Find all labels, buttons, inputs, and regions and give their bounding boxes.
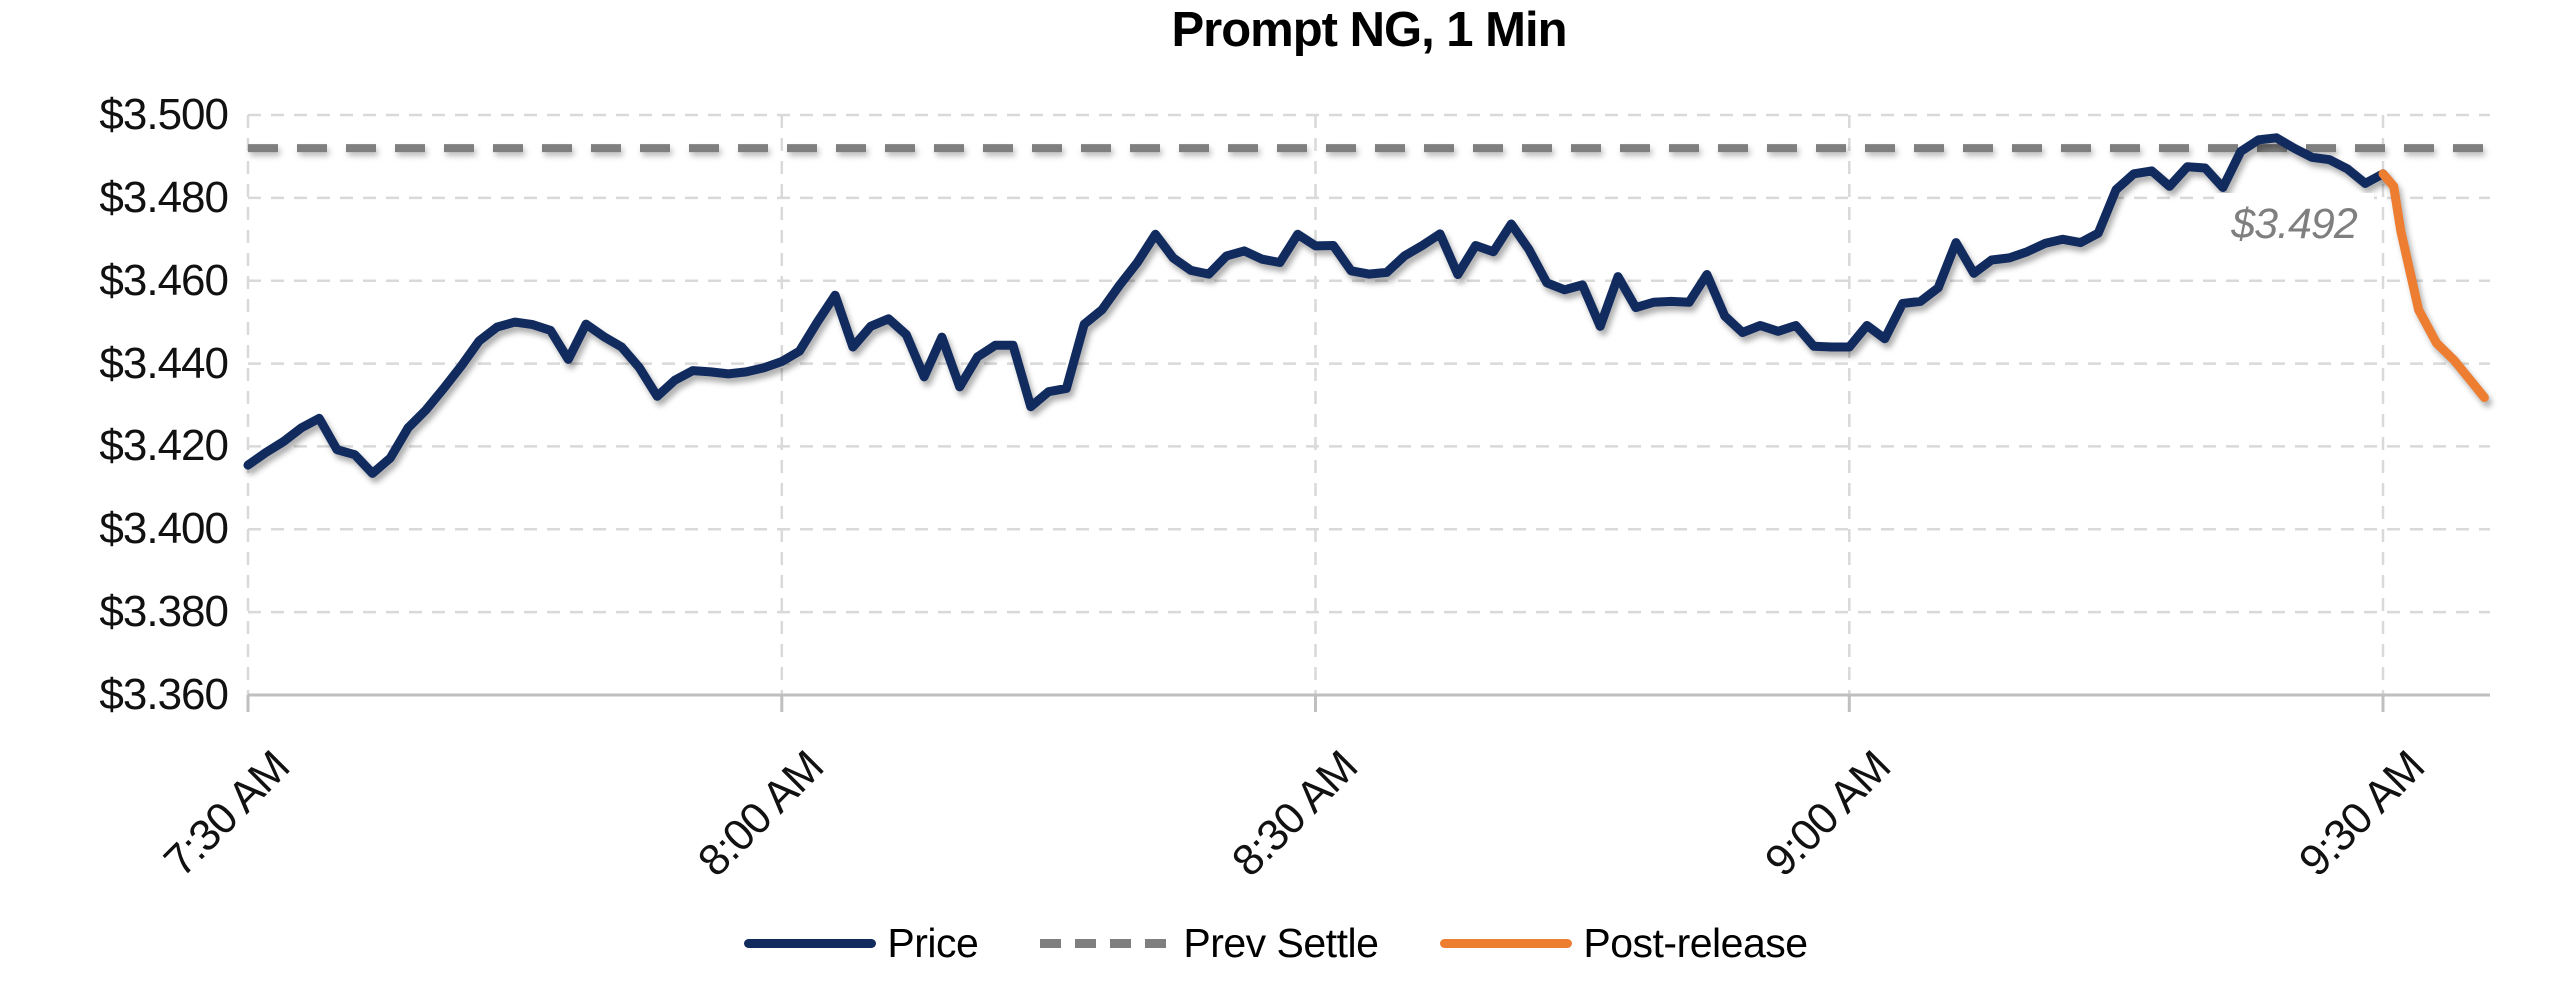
prev-settle-annotation: $3.492 — [2214, 193, 2374, 255]
legend: Price Prev Settle Post-release — [0, 920, 2552, 967]
chart-title: Prompt NG, 1 Min — [1171, 3, 1567, 57]
y-axis-label: $3.440 — [99, 338, 229, 388]
legend-label-prev-settle: Prev Settle — [1183, 920, 1379, 966]
y-axis-label: $3.480 — [99, 172, 229, 222]
y-axis-label: $3.380 — [99, 587, 229, 637]
legend-label-post-release: Post-release — [1583, 920, 1808, 966]
post-release-line-swatch — [1440, 939, 1573, 948]
prev-settle-line-swatch — [1040, 939, 1173, 948]
y-axis-label: $3.460 — [99, 255, 229, 305]
y-axis-label: $3.500 — [99, 90, 229, 139]
price-line-swatch — [744, 939, 877, 948]
legend-label-price: Price — [887, 920, 979, 966]
y-axis-label: $3.360 — [99, 670, 229, 719]
price-line — [243, 133, 2388, 478]
legend-item-price: Price — [744, 920, 979, 967]
post-release-line — [2378, 169, 2489, 402]
legend-item-post-release: Post-release — [1440, 920, 1808, 967]
y-axis-label: $3.420 — [99, 421, 229, 471]
legend-item-prev-settle: Prev Settle — [1040, 920, 1379, 967]
y-axis-label: $3.400 — [99, 504, 229, 554]
